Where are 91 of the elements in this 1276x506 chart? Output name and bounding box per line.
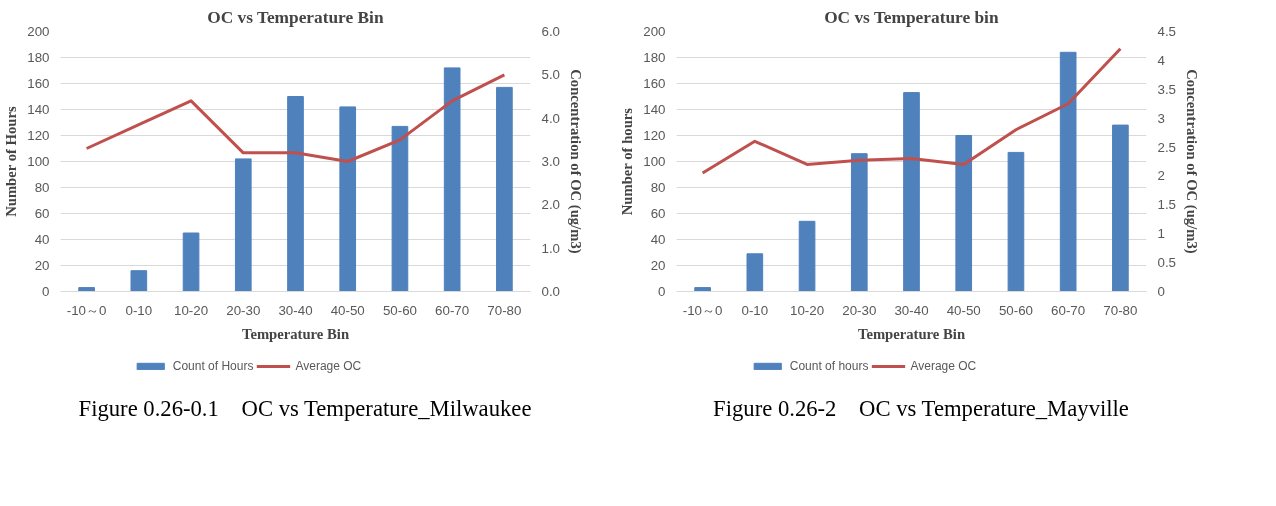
y-tick-label: 80 [34,180,50,195]
y-tick-label: 0 [42,284,50,299]
chart-title: OC vs Temperature bin [824,7,999,27]
x-axis-title: Temperature Bin [857,325,966,342]
x-axis-title: Temperature Bin [241,325,350,342]
bar [746,253,764,292]
bar [1112,124,1129,292]
y2-tick-label: 0 [1157,284,1165,299]
line-series [85,73,506,163]
y-tick-label: 20 [650,258,666,273]
x-tick-label: 60-70 [435,302,470,318]
x-tick-label: 30-40 [278,302,313,318]
y2-tick-label: 2.0 [541,197,561,213]
legend-label: Average OC [910,359,977,373]
caption: Figure 0.26-2 OC vs Temperature_Mayville [713,395,1129,423]
bar [1007,151,1025,292]
y-tick-label: 120 [643,128,666,143]
y2-tick-label: 3.5 [1157,81,1177,97]
bar [694,287,711,292]
y-tick-label: 60 [34,206,50,221]
y-tick-label: 40 [34,232,50,247]
y2-tick-label: 0.5 [1157,255,1177,271]
y-tick-label: 60 [650,206,666,221]
y2-tick-label: 1.0 [541,240,561,256]
bar [339,106,357,292]
y2-tick-label: 1.5 [1157,197,1177,213]
y-tick-label: 20 [34,258,50,273]
y2-tick-label: 4 [1157,52,1166,68]
y-tick-label: 180 [643,50,666,65]
y-tick-label: 200 [643,24,666,39]
bar [234,158,252,292]
y-tick-label: 180 [27,50,50,65]
y-tick-label: 80 [650,180,666,195]
x-tick-label: 60-70 [1051,302,1086,318]
y-tick-label: 160 [643,76,666,91]
y-tick-label: 120 [27,128,50,143]
y2-tick-label: 6.0 [541,24,561,39]
bar [287,96,304,292]
y2-tick-label: 1 [1157,226,1165,242]
x-tick-label: 20-30 [842,302,877,318]
bar [955,135,973,292]
y-tick-label: 140 [643,102,666,117]
x-tick-label: 50-60 [998,302,1033,318]
x-tick-label: 0-10 [125,302,153,318]
x-tick-label: 20-30 [226,302,261,318]
bar [850,153,868,292]
y-tick-label: 100 [27,154,50,169]
x-tick-label: 50-60 [382,302,417,318]
x-tick-label: 40-50 [946,302,981,318]
legend-label: Average OC [295,359,362,373]
y2-axis-title: Concentration of OC (ug/m3) [1183,69,1201,254]
legend-label: Count of hours [789,359,869,373]
line-series [701,47,1122,175]
x-tick-label: -10～0 [66,302,107,318]
chart-title: OC vs Temperature Bin [207,7,384,27]
y-axis-title: Number of hours [619,107,636,216]
x-tick-label: 0-10 [741,302,769,318]
legend-label: Count of Hours [172,359,254,373]
bar [182,232,200,292]
bar [1059,51,1077,292]
y2-tick-label: 4.5 [1157,24,1177,39]
bar [903,92,920,292]
bar [391,125,409,292]
y-axis-title: Number of Hours [3,106,20,217]
caption: Figure 0.26-0.1 OC vs Temperature_Milwaukee [78,395,532,423]
y-tick-label: 160 [27,76,50,91]
y2-axis-title: Concentration of OC (ug/m3) [567,69,585,254]
y2-tick-label: 0.0 [541,284,561,299]
bar [78,287,95,292]
x-tick-label: 30-40 [894,302,929,318]
x-tick-label: 10-20 [790,302,825,318]
x-tick-label: 40-50 [330,302,365,318]
bar [130,270,148,292]
y2-tick-label: 5.0 [541,67,561,83]
y2-tick-label: 4.0 [541,110,561,126]
bar [443,67,461,292]
y-tick-label: 100 [643,154,666,169]
y-tick-label: 140 [27,102,50,117]
x-tick-label: 10-20 [174,302,209,318]
y-tick-label: 200 [27,24,50,39]
bar [496,86,513,292]
y-tick-label: 0 [658,284,666,299]
y2-tick-label: 2 [1157,168,1165,184]
x-tick-label: 70-80 [487,302,522,318]
x-tick-label: 70-80 [1103,302,1138,318]
y2-tick-label: 3 [1157,110,1165,126]
x-tick-label: -10～0 [682,302,723,318]
y2-tick-label: 3.0 [541,154,561,169]
y2-tick-label: 2.5 [1157,139,1177,155]
y-tick-label: 40 [650,232,666,247]
bar [798,220,816,292]
